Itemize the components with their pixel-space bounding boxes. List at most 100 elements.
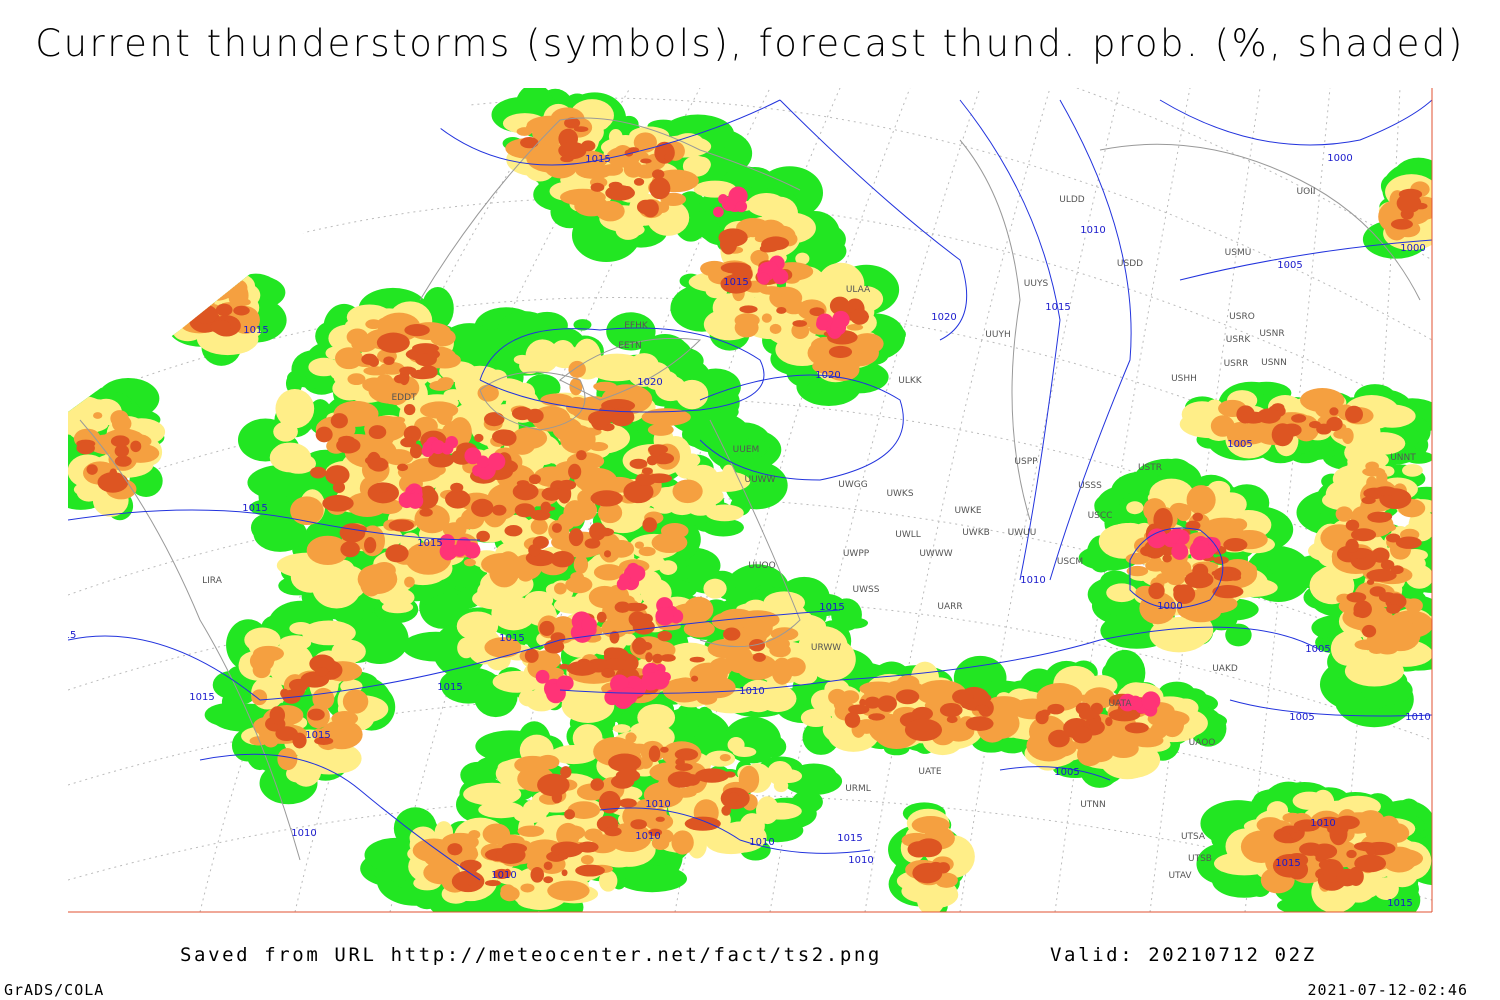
station-label: UTAV [1168,871,1192,881]
parallel [68,97,1432,341]
isobar-label: 1015 [1387,898,1412,909]
shade-blob [532,535,549,549]
shade-blob [568,528,584,547]
shade-blob [312,687,335,710]
shade-blob [577,841,599,853]
shade-blob [673,175,687,187]
shade-blob [1326,416,1343,432]
shade-blob [558,852,569,860]
shade-blob [450,482,464,493]
storm-symbol [1167,531,1180,544]
station-label: ULDD [1059,195,1085,205]
shade-blob [130,440,142,453]
storm-symbol [616,577,630,591]
meridian [769,88,981,912]
shade-blob [618,798,637,808]
shade-blob [1126,501,1144,515]
shade-blob [790,763,837,787]
shade-blob [518,570,533,582]
shade-blob [685,412,750,454]
shade-blob [388,519,415,532]
shade-blob [673,787,697,798]
isobar-label: 1015 [723,277,748,288]
shade-blob [1192,512,1204,522]
storm-symbol [1147,528,1167,549]
isobar-label: 1010 [1020,575,1045,586]
station-label: USNN [1261,358,1287,368]
station-label: UARR [937,602,962,612]
shade-blob [734,317,759,338]
shade-blob [807,381,823,395]
shade-blob [595,527,615,537]
shade-blob [420,401,459,419]
shade-blob [310,466,327,479]
shade-blob [648,444,669,455]
shade-blob [608,181,623,190]
shade-blob [664,153,674,161]
meridian [864,88,1051,912]
shade-blob [275,389,315,429]
shade-blob [1271,423,1294,447]
shade-blob [564,809,576,820]
shade-blob [539,620,555,636]
shade-blob [638,546,656,557]
shade-blob [1390,565,1404,575]
shade-blob [489,557,520,588]
station-label: UATA [1108,699,1132,709]
shade-blob [483,412,505,427]
shade-blob [162,295,191,315]
shade-blob [739,438,768,457]
shade-blob [1378,592,1397,603]
shade-blob [642,517,658,533]
shade-blob [335,347,363,370]
shade-blob [1368,644,1385,654]
isobar-label: 1015 [189,692,214,703]
shade-blob [800,708,832,728]
shade-blob [728,791,739,803]
shade-blob [517,825,545,837]
shade-blob [895,689,920,705]
station-label: USSS [1078,481,1102,491]
station-label: USRK [1226,335,1252,345]
shade-blob [514,382,535,403]
shade-blob [271,442,303,468]
shade-blob [1281,825,1300,834]
shade-blob [896,675,920,691]
shade-blob [369,457,389,472]
shade-blob [512,482,539,501]
shade-blob [752,652,766,662]
shade-blob [771,657,793,685]
station-label: ULAA [846,285,871,295]
shade-blob [497,429,517,446]
station-label: UWKS [886,489,913,499]
shade-blob [524,590,554,610]
shade-blob [287,657,305,673]
shade-blob [1386,604,1401,614]
shade-blob [1348,866,1364,886]
shade-blob [1162,554,1172,563]
shade-blob [513,354,531,365]
shade-blob [397,463,409,472]
shade-blob [277,748,298,771]
shade-blob [385,544,409,563]
shade-blob [603,550,612,558]
shade-blob [496,674,513,690]
shade-blob [1362,624,1377,638]
shade-blob [110,410,129,427]
shade-blob [1353,608,1365,618]
storm-symbol [476,455,490,468]
shade-blob [795,252,810,265]
shade-blob [109,468,117,478]
storm-symbol [487,452,506,471]
shade-blob [1040,709,1051,717]
shade-blob [632,637,648,655]
shade-blob [683,596,714,623]
shade-blob [518,689,538,707]
shade-blob [1395,536,1422,549]
shade-blob [722,464,735,479]
shade-blob [651,532,688,553]
shade-blob [652,169,665,180]
station-label: UAKD [1212,664,1238,674]
isobar-label: 1000 [1157,601,1182,612]
